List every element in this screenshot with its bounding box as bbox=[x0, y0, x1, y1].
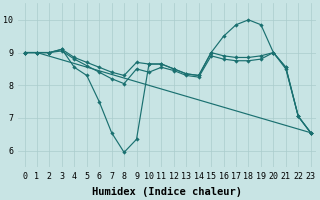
X-axis label: Humidex (Indice chaleur): Humidex (Indice chaleur) bbox=[92, 186, 242, 197]
